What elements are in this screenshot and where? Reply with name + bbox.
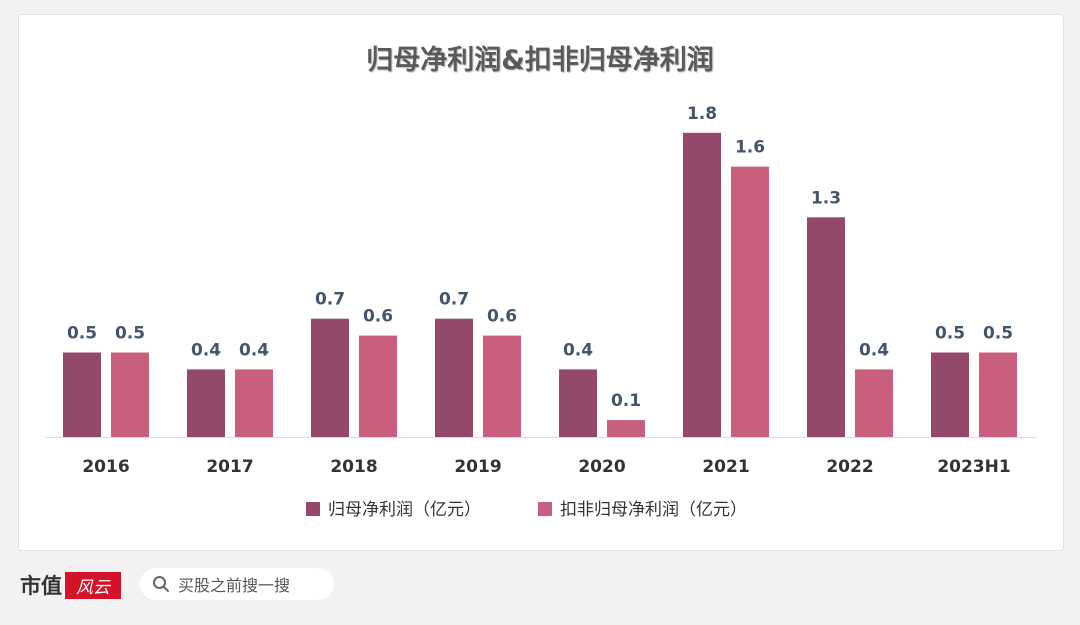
bar-2018-parent-net-profit <box>311 318 349 437</box>
bar-2023H1-adjusted-net-profit <box>979 352 1017 437</box>
chart-title: 归母净利润&扣非归母净利润 <box>366 45 714 76</box>
data-label: 1.6 <box>735 138 765 158</box>
legend-label: 归母净利润（亿元） <box>328 500 481 520</box>
data-label: 0.7 <box>439 290 469 310</box>
bar-2020-adjusted-net-profit <box>607 420 645 437</box>
bar-2022-adjusted-net-profit <box>855 369 893 437</box>
data-label: 0.5 <box>115 324 145 344</box>
x-tick-label: 2022 <box>826 457 873 477</box>
x-tick-label: 2021 <box>702 457 749 477</box>
brand-text: 市值 <box>20 573 62 598</box>
footer: 市值 风云 买股之前搜一搜 <box>0 555 1080 625</box>
data-label: 0.1 <box>611 391 641 411</box>
x-tick-label: 2016 <box>82 457 129 477</box>
data-label: 0.4 <box>859 340 889 360</box>
data-label: 0.4 <box>563 340 593 360</box>
brand-logo: 市值 风云 <box>20 570 121 600</box>
brand-seal: 风云 <box>65 571 121 599</box>
bar-2017-adjusted-net-profit <box>235 369 273 437</box>
x-tick-label: 2017 <box>206 457 253 477</box>
bar-2016-adjusted-net-profit <box>111 352 149 437</box>
data-label: 0.7 <box>315 290 345 310</box>
search-placeholder: 买股之前搜一搜 <box>178 576 291 595</box>
x-tick-label: 2019 <box>454 457 501 477</box>
legend-label: 扣非归母净利润（亿元） <box>560 500 747 520</box>
bar-2019-adjusted-net-profit <box>483 335 521 437</box>
data-label: 0.4 <box>239 340 269 360</box>
data-label: 0.5 <box>983 324 1013 344</box>
data-label: 0.5 <box>67 324 97 344</box>
bar-2023H1-parent-net-profit <box>931 352 969 437</box>
bar-2016-parent-net-profit <box>63 352 101 437</box>
data-label: 1.3 <box>811 188 841 208</box>
bar-2019-parent-net-profit <box>435 318 473 437</box>
data-label: 0.6 <box>363 307 393 327</box>
data-label: 0.6 <box>487 307 517 327</box>
bar-2017-parent-net-profit <box>187 369 225 437</box>
bar-2021-adjusted-net-profit <box>731 166 769 437</box>
x-tick-label: 2023H1 <box>937 457 1010 477</box>
data-label: 1.8 <box>687 104 717 124</box>
x-tick-label: 2020 <box>578 457 625 477</box>
bar-2022-parent-net-profit <box>807 217 845 437</box>
x-tick-label: 2018 <box>330 457 377 477</box>
bar-2018-adjusted-net-profit <box>359 335 397 437</box>
legend-swatch <box>306 502 320 516</box>
legend-swatch <box>538 502 552 516</box>
bar-2021-parent-net-profit <box>683 132 721 438</box>
data-label: 0.5 <box>935 324 965 344</box>
search-icon <box>153 576 169 592</box>
chart-card <box>18 14 1064 551</box>
bar-2020-parent-net-profit <box>559 369 597 437</box>
data-label: 0.4 <box>191 340 221 360</box>
search-box[interactable]: 买股之前搜一搜 <box>140 568 334 600</box>
